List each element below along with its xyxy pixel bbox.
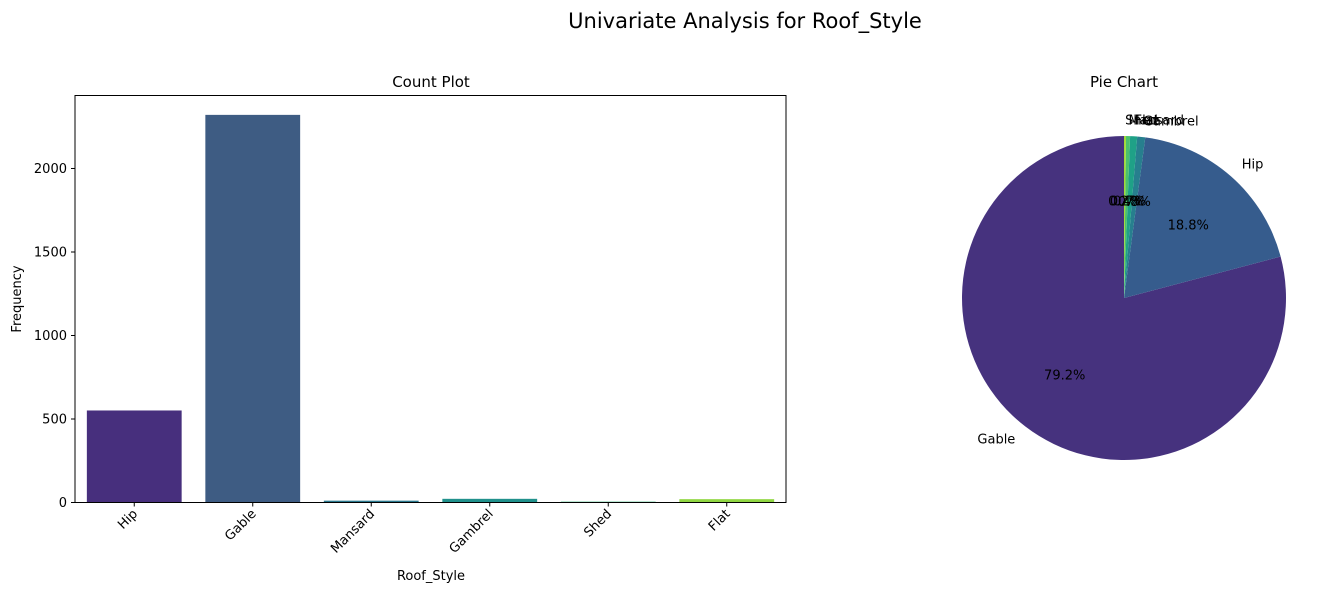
x-tick-label: Hip [115, 507, 141, 533]
bar-mansard [323, 500, 419, 503]
bar-gable [205, 114, 301, 503]
pie-label: Hip [1242, 158, 1264, 173]
pie-pct-label: 79.2% [1044, 369, 1085, 384]
pie-pct-label: 0.7% [1113, 194, 1146, 209]
x-tick-label: Flat [706, 507, 734, 535]
pie-slice-flat [1124, 136, 1138, 298]
y-axis-ticks: 0 500 1000 1500 2000 [34, 162, 75, 511]
pie-slice-gambrel [1124, 136, 1146, 298]
bar-area [86, 114, 775, 503]
x-tick-label: Gable [222, 507, 259, 544]
pie-slice-hip [1124, 137, 1281, 298]
bar-gambrel [442, 498, 538, 503]
pie-area: Gable 79.2% Hip 18.8% Gambrel 0.8% Flat 0.7% Man… [962, 113, 1286, 460]
x-tick-label: Gambrel [447, 507, 497, 557]
pie-chart-title: Pie Chart [1090, 73, 1158, 91]
y-tick-label: 1500 [34, 245, 67, 260]
bar-hip [86, 410, 182, 503]
pie-label: Gambrel [1143, 114, 1199, 129]
y-axis-label: Frequency [10, 265, 25, 332]
pie-pct-label: 18.8% [1168, 219, 1209, 234]
pie-label: Gable [977, 433, 1015, 448]
x-axis-ticks: Hip Gable Mansard Gambrel Shed Flat [115, 502, 734, 557]
count-plot: Count Plot 0 500 1000 1500 2000 Hip Gable Mans… [10, 73, 787, 584]
y-tick-label: 2000 [34, 162, 67, 177]
bar-flat [679, 499, 775, 503]
count-plot-title: Count Plot [392, 73, 470, 91]
y-tick-label: 1000 [34, 329, 67, 344]
y-tick-label: 500 [42, 412, 67, 427]
pie-slice-shed [1124, 136, 1127, 298]
x-tick-label: Mansard [328, 507, 378, 557]
x-tick-label: Shed [581, 507, 615, 541]
pie-pct-label: 0.2% [1108, 194, 1141, 209]
count-plot-frame [74, 95, 787, 503]
pie-label: Shed [1125, 113, 1158, 128]
x-axis-label: Roof_Style [397, 569, 465, 584]
pie-pct-label: 0.4% [1110, 194, 1143, 209]
y-tick-label: 0 [59, 496, 67, 511]
pie-label: Flat [1135, 114, 1159, 129]
pie-slice-mansard [1124, 136, 1131, 298]
pie-pct-label: 0.8% [1118, 195, 1151, 210]
pie-label: Mansard [1128, 113, 1184, 128]
pie-chart: Pie Chart Gable 79.2% Hip 18.8% Gambrel 0.8% F… [962, 73, 1286, 460]
figure-title: Univariate Analysis for Roof_Style [568, 9, 922, 34]
